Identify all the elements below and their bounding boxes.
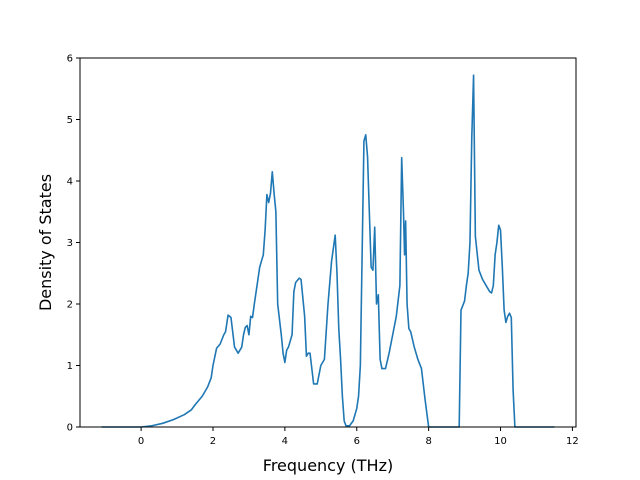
- x-tick-label: 2: [210, 436, 216, 447]
- plot-frame: [79, 57, 577, 428]
- x-tick-label: 4: [282, 436, 288, 447]
- x-tick-label: 10: [494, 436, 507, 447]
- y-tick-label: 0: [67, 423, 73, 434]
- x-axis-ticks: 0 2 4 6 8 10 12: [138, 427, 579, 447]
- x-tick-label: 0: [138, 436, 144, 447]
- y-tick-label: 5: [67, 115, 73, 126]
- y-tick-label: 4: [67, 177, 73, 188]
- x-tick-label: 12: [566, 436, 579, 447]
- y-axis-ticks: 0 1 2 3 4 5 6: [67, 54, 80, 434]
- y-tick-label: 6: [67, 54, 73, 65]
- plot-background: [80, 58, 576, 427]
- dos-series-line-0: [101, 74, 555, 428]
- x-axis-label: Frequency (THz): [263, 456, 393, 475]
- y-tick-label: 1: [67, 361, 73, 372]
- y-tick-label: 2: [67, 300, 73, 311]
- x-tick-label: 8: [425, 436, 431, 447]
- y-tick-label: 3: [67, 238, 73, 249]
- x-tick-label: 6: [354, 436, 360, 447]
- series-layer: [101, 74, 555, 428]
- y-axis-label: Density of States: [36, 174, 55, 311]
